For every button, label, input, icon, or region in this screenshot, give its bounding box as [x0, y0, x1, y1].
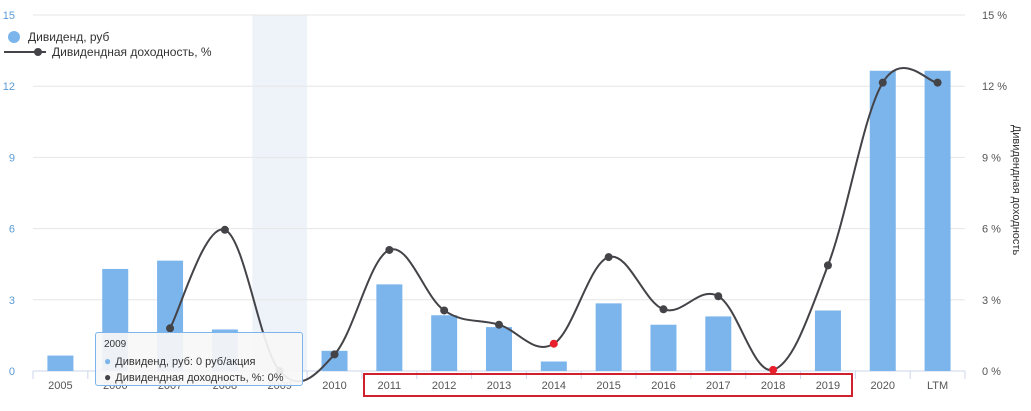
yield-point-2007: [166, 324, 175, 333]
left-tick-label: 15: [3, 10, 15, 22]
bar-2011: [376, 284, 403, 371]
yield-point-2011: [385, 245, 394, 254]
right-tick-label: 9 %: [982, 152, 1001, 164]
left-tick-label: 3: [9, 295, 15, 307]
yield-point-2010: [330, 350, 339, 359]
bar-2013: [486, 327, 512, 371]
tooltip-title: 2009: [104, 339, 127, 350]
hover-tooltip: 2009 ● Дивиденд, руб: 0 руб/акция ● Дивиде…: [95, 332, 303, 386]
yield-point-2014: [549, 339, 558, 348]
legend-yield-marker: [34, 48, 42, 56]
x-tick-label: LTM: [927, 380, 948, 392]
legend-dividend-label[interactable]: Дивиденд, руб: [28, 30, 110, 44]
yield-point-2016: [659, 305, 668, 314]
yield-point-2008: [220, 225, 229, 234]
x-tick-label: 2011: [378, 380, 402, 392]
bar-2005: [47, 355, 74, 371]
bar-2019: [814, 310, 841, 371]
left-tick-label: 12: [3, 81, 15, 93]
tooltip-yield-dot: ●: [104, 370, 112, 384]
bar-2015: [595, 303, 622, 371]
bar-LTM: [924, 70, 951, 372]
right-tick-label: 15 %: [982, 10, 1007, 22]
yield-point-2020: [878, 78, 887, 87]
yield-point-2019: [823, 261, 832, 270]
tooltip-row-yield: ● Дивидендная доходность, %: 0%: [104, 370, 294, 386]
bar-2010: [321, 350, 348, 371]
x-tick-label: 2014: [542, 380, 566, 392]
bar-2020: [869, 70, 896, 372]
x-tick-label: 2015: [596, 380, 620, 392]
x-tick-label: 2020: [871, 380, 895, 392]
right-tick-label: 3 %: [982, 295, 1001, 307]
right-tick-label: 12 %: [982, 81, 1007, 93]
bar-2012: [431, 315, 458, 371]
hover-band: [252, 15, 308, 371]
legend-yield-label[interactable]: Дивидендная доходность, %: [52, 45, 212, 59]
yield-point-2015: [604, 253, 613, 262]
right-tick-label: 0 %: [982, 366, 1001, 378]
tooltip-dividend-text: Дивиденд, руб: 0 руб/акция: [115, 356, 256, 368]
x-tick-label: 2017: [706, 380, 730, 392]
x-tick-label: 2018: [761, 380, 785, 392]
left-tick-label: 6: [9, 224, 15, 236]
right-axis-title: Дивидендная доходность: [1010, 125, 1022, 256]
tooltip-row-dividend: ● Дивиденд, руб: 0 руб/акция: [104, 354, 294, 370]
x-tick-label: 2012: [432, 380, 456, 392]
tooltip-yield-text: Дивидендная доходность, %: 0%: [115, 372, 284, 384]
yield-point-2017: [714, 292, 723, 301]
bar-2016: [650, 324, 677, 371]
yield-point-LTM: [933, 78, 942, 87]
yield-point-2012: [440, 306, 449, 315]
x-tick-label: 2005: [48, 380, 72, 392]
x-tick-label: 2016: [651, 380, 675, 392]
x-tick-label: 2019: [816, 380, 840, 392]
x-tick-label: 2013: [487, 380, 511, 392]
legend-dividend-marker: [8, 31, 20, 43]
x-tick-label: 2010: [322, 380, 346, 392]
right-tick-label: 6 %: [982, 224, 1001, 236]
bar-2017: [705, 316, 732, 371]
tooltip-dividend-dot: ●: [104, 354, 112, 368]
highlight-range-box: [363, 373, 853, 397]
bar-2014: [540, 361, 567, 371]
left-tick-label: 9: [9, 152, 15, 164]
left-tick-label: 0: [9, 366, 15, 378]
yield-point-2013: [495, 320, 503, 329]
legend: Дивиденд, руб Дивидендная доходность, %: [4, 30, 212, 59]
yield-point-2018: [769, 365, 778, 374]
